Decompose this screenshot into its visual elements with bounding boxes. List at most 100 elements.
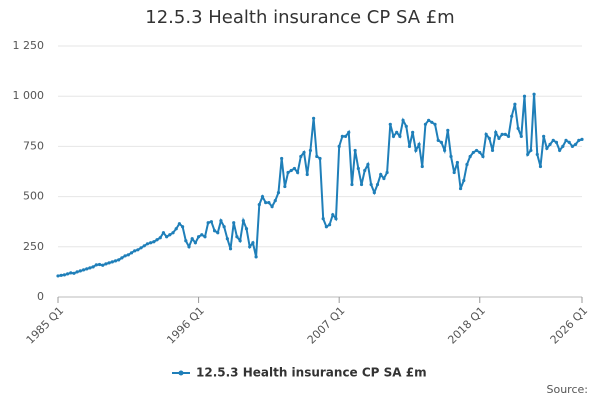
data-point	[72, 271, 76, 275]
data-point	[228, 247, 233, 251]
data-point	[133, 249, 137, 253]
data-point	[337, 144, 341, 148]
data-point	[407, 144, 412, 148]
data-point	[443, 148, 447, 153]
data-point	[350, 182, 354, 187]
data-point	[548, 142, 552, 146]
data-point	[267, 201, 271, 205]
data-point	[142, 244, 146, 248]
data-point	[503, 132, 507, 136]
data-point	[113, 259, 118, 263]
x-tick-label: 2026 Q1	[548, 304, 591, 347]
data-point	[212, 229, 217, 233]
data-point	[155, 238, 159, 242]
data-point	[564, 138, 568, 142]
data-point	[570, 144, 575, 148]
data-point	[369, 182, 373, 187]
data-point	[382, 176, 386, 181]
data-point	[81, 268, 86, 272]
data-point	[190, 237, 194, 241]
x-tick-label: 2018 Q1	[445, 304, 488, 347]
data-point	[139, 246, 143, 250]
data-point	[120, 256, 124, 260]
data-point	[149, 241, 153, 245]
data-point	[551, 138, 555, 142]
data-point	[222, 225, 226, 229]
data-point	[423, 122, 428, 126]
data-point	[545, 146, 549, 151]
data-point	[244, 227, 249, 231]
data-point	[433, 122, 437, 126]
data-point	[315, 154, 319, 159]
data-point	[430, 120, 434, 124]
data-point	[283, 184, 287, 189]
data-point	[490, 148, 495, 153]
data-point	[260, 195, 265, 199]
data-point	[481, 154, 485, 159]
legend-marker	[178, 370, 184, 376]
data-point	[522, 94, 527, 98]
data-point	[395, 130, 399, 134]
data-point	[145, 242, 150, 246]
data-point	[484, 132, 488, 136]
data-point	[577, 138, 581, 142]
data-point	[177, 222, 182, 226]
data-point	[474, 148, 479, 153]
data-point	[123, 254, 127, 258]
data-point	[75, 270, 79, 274]
data-point	[398, 134, 402, 138]
data-point	[462, 178, 466, 183]
data-point	[532, 92, 536, 96]
data-point	[286, 170, 290, 175]
data-point	[203, 235, 207, 239]
data-point	[110, 260, 114, 264]
data-point	[363, 168, 367, 173]
x-tick-label: 1985 Q1	[24, 304, 67, 347]
data-point	[327, 223, 332, 227]
data-point	[458, 186, 463, 191]
data-point	[174, 227, 178, 231]
data-point	[206, 221, 210, 225]
data-point	[538, 164, 543, 169]
data-point	[276, 190, 281, 195]
y-tick-label: 1 000	[13, 89, 45, 102]
data-point	[126, 253, 130, 257]
data-point	[446, 128, 450, 132]
data-point	[487, 136, 491, 140]
data-point	[388, 122, 392, 126]
data-point	[238, 239, 242, 243]
data-point	[117, 258, 121, 262]
data-point	[529, 148, 533, 153]
data-point	[554, 140, 559, 144]
data-point	[567, 140, 571, 144]
data-point	[436, 138, 440, 142]
data-point	[187, 245, 191, 249]
data-point	[366, 162, 370, 167]
data-point	[340, 134, 344, 138]
data-point	[359, 182, 364, 187]
data-point	[516, 126, 520, 130]
data-point	[427, 118, 431, 122]
y-tick-label: 500	[23, 190, 44, 203]
data-point	[401, 118, 405, 122]
data-point	[558, 148, 562, 153]
data-point	[292, 166, 297, 171]
data-point	[219, 219, 223, 223]
data-point	[347, 130, 351, 134]
data-point	[264, 201, 268, 205]
data-point	[526, 152, 530, 157]
data-point	[136, 248, 140, 252]
data-point	[414, 148, 418, 153]
data-point	[232, 221, 236, 225]
data-point	[321, 217, 325, 221]
data-point	[78, 269, 82, 273]
data-point	[94, 263, 98, 267]
data-point	[318, 156, 322, 161]
data-point	[312, 116, 316, 120]
data-point	[299, 154, 303, 159]
data-point	[455, 160, 459, 165]
data-point	[158, 236, 162, 240]
data-point	[510, 114, 514, 118]
series-line	[57, 94, 583, 277]
